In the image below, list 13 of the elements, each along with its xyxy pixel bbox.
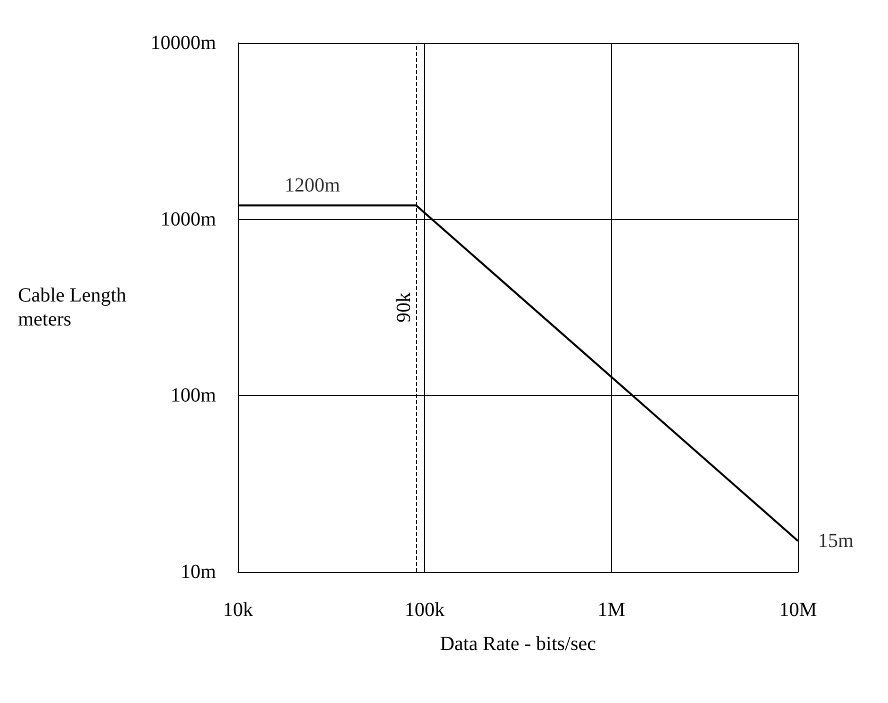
- y-axis-title: Cable Length meters: [18, 284, 126, 330]
- y-tick-label: 10000m: [150, 32, 216, 54]
- x-tick-label: 1M: [597, 599, 626, 621]
- annotation: 1200m: [284, 174, 340, 196]
- y-tick-label: 1000m: [160, 208, 216, 230]
- y-tick-label: 10m: [180, 561, 216, 583]
- x-tick-label: 10M: [779, 599, 818, 621]
- x-tick-label: 10k: [223, 599, 253, 621]
- y-tick-label: 100m: [170, 384, 216, 407]
- ref-line-label: 90k: [393, 292, 416, 322]
- x-tick-label: 100k: [404, 599, 445, 621]
- annotation: 15m: [818, 530, 854, 552]
- x-axis-title: Data Rate - bits/sec: [440, 633, 596, 655]
